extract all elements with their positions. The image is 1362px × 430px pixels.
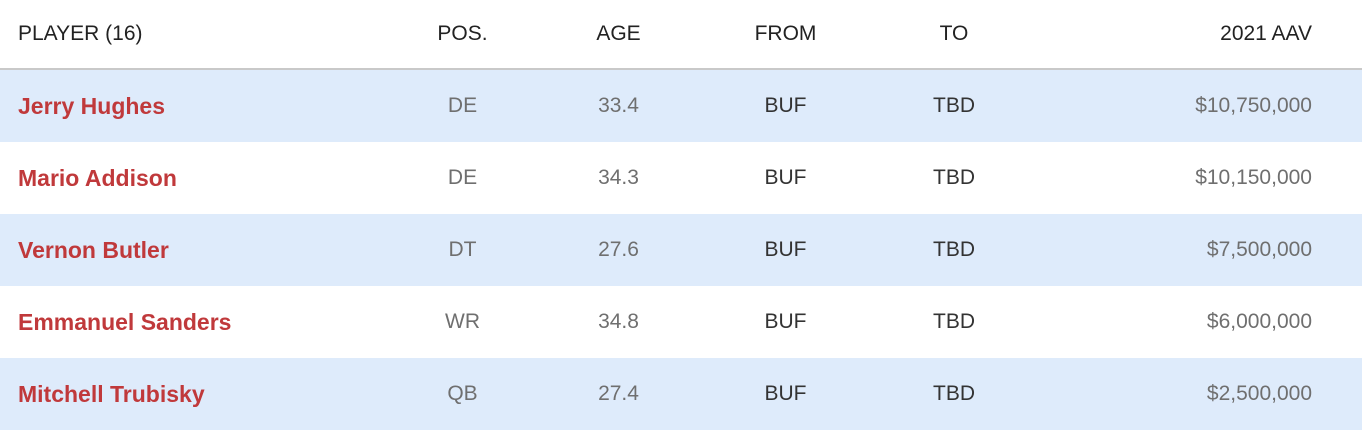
header-from[interactable]: FROM [754,22,817,45]
header-to[interactable]: TO [939,22,969,45]
header-pos[interactable]: POS. [437,22,488,45]
table-row: Mario Addison DE 34.3 BUF TBD $10,150,00… [0,142,1362,214]
from-team-cell: BUF [764,310,807,333]
age-cell: 33.4 [598,94,639,117]
to-team-cell: TBD [933,310,975,333]
aav-cell: $10,750,000 [1195,94,1312,117]
position-cell: QB [447,382,478,405]
age-cell: 27.6 [598,238,639,261]
table-row: Jerry Hughes DE 33.4 BUF TBD $10,750,000 [0,70,1362,142]
to-team-cell: TBD [933,238,975,261]
table-header: PLAYER (16) POS. AGE FROM TO 2021 AAV [0,0,1362,70]
player-link[interactable]: Jerry Hughes [18,92,166,119]
to-team-cell: TBD [933,94,975,117]
age-cell: 27.4 [598,382,639,405]
to-team-cell: TBD [933,166,975,189]
position-cell: DT [448,238,477,261]
aav-cell: $6,000,000 [1206,310,1312,333]
age-cell: 34.8 [598,310,639,333]
player-link[interactable]: Mario Addison [18,164,177,191]
table-row: Emmanuel Sanders WR 34.8 BUF TBD $6,000,… [0,286,1362,358]
position-cell: DE [447,166,478,189]
age-cell: 34.3 [598,166,639,189]
player-link[interactable]: Emmanuel Sanders [18,308,232,335]
to-team-cell: TBD [933,382,975,405]
table-row: Vernon Butler DT 27.6 BUF TBD $7,500,000 [0,214,1362,286]
from-team-cell: BUF [764,94,807,117]
position-cell: WR [445,310,480,333]
header-age[interactable]: AGE [596,22,641,45]
table-row: Mitchell Trubisky QB 27.4 BUF TBD $2,500… [0,358,1362,430]
player-link[interactable]: Vernon Butler [18,236,169,263]
aav-cell: $7,500,000 [1206,238,1312,261]
from-team-cell: BUF [764,238,807,261]
position-cell: DE [447,94,478,117]
header-player[interactable]: PLAYER (16) [18,22,143,45]
header-aav[interactable]: 2021 AAV [1220,22,1312,45]
aav-cell: $2,500,000 [1206,382,1312,405]
from-team-cell: BUF [764,382,807,405]
aav-cell: $10,150,000 [1195,166,1312,189]
player-link[interactable]: Mitchell Trubisky [18,380,205,407]
from-team-cell: BUF [764,166,807,189]
